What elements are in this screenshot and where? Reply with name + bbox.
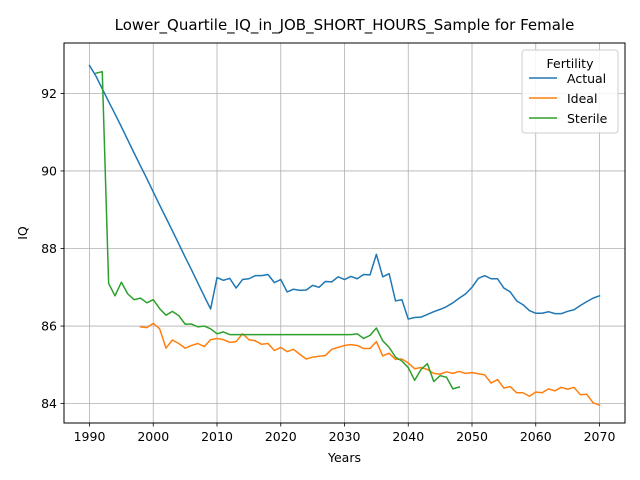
x-tick-label: 2010 <box>201 429 233 444</box>
legend-title: Fertility <box>547 56 595 71</box>
x-tick-label: 2050 <box>456 429 488 444</box>
y-tick-label: 86 <box>41 319 57 334</box>
y-tick-label: 90 <box>41 163 57 178</box>
legend-box <box>521 49 619 134</box>
axis-ticks: 1990 2000 2010 2020 2030 2040 2050 2060 2070 84 86… <box>41 86 615 444</box>
legend: Fertility Actual Ideal Sterile <box>521 49 619 134</box>
y-tick-label: 88 <box>41 241 57 256</box>
x-tick-label: 2000 <box>137 429 169 444</box>
plot-series <box>88 64 601 407</box>
x-tick-label: 2060 <box>520 429 552 444</box>
y-tick-label: 84 <box>41 396 57 411</box>
legend-label-ideal: Ideal <box>567 91 597 106</box>
chart-title: Lower_Quartile_IQ_in_JOB_SHORT_HOURS_Sam… <box>115 16 575 35</box>
series-line-sterile <box>94 70 461 390</box>
legend-items: Actual Ideal Sterile <box>529 71 608 126</box>
y-tick-label: 92 <box>41 86 57 101</box>
x-tick-label: 2070 <box>584 429 616 444</box>
x-tick-label: 2040 <box>392 429 424 444</box>
x-axis-label: Years <box>327 450 361 465</box>
y-axis-label: IQ <box>15 226 30 240</box>
legend-label-actual: Actual <box>567 71 606 86</box>
legend-label-sterile: Sterile <box>567 111 608 126</box>
x-tick-label: 2020 <box>265 429 297 444</box>
series-line-ideal <box>139 322 601 407</box>
series-line-actual <box>88 64 601 320</box>
x-tick-label: 2030 <box>329 429 361 444</box>
x-tick-label: 1990 <box>74 429 106 444</box>
